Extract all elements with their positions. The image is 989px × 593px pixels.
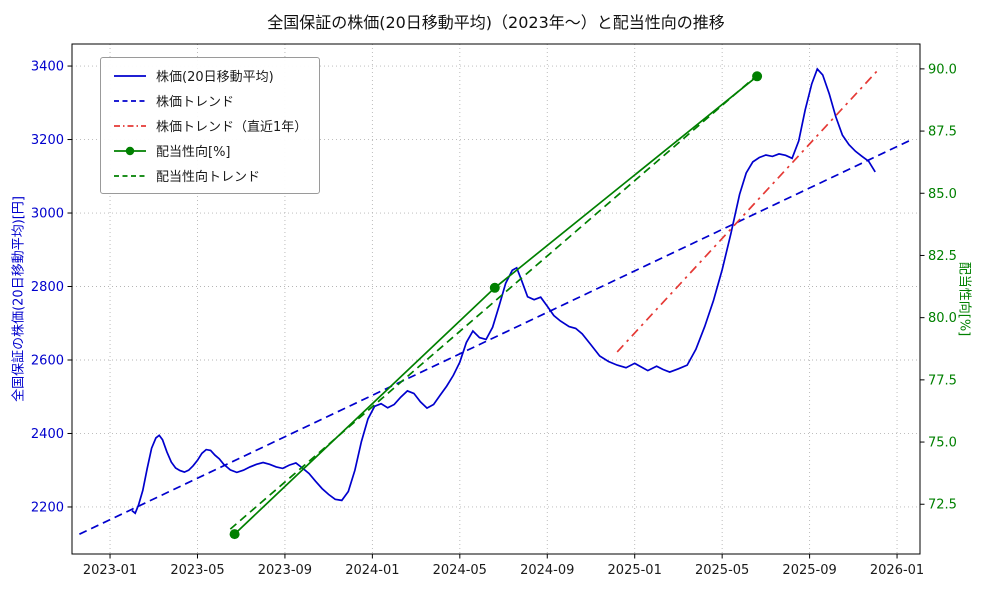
y-left-tick-label: 2200	[31, 500, 64, 515]
x-tick-label: 2024-09	[520, 563, 574, 578]
legend-item: 配当性向[%]	[113, 141, 307, 160]
legend-item: 配当性向トレンド	[113, 166, 307, 185]
legend-line-sample	[114, 146, 146, 155]
x-tick-label: 2025-05	[695, 563, 749, 578]
legend-line-sample	[114, 99, 146, 102]
y-left-tick-label: 2400	[31, 427, 64, 442]
legend-label: 株価トレンド（直近1年）	[156, 120, 308, 135]
legend-item: 株価(20日移動平均)	[113, 66, 307, 85]
y-left-tick-label: 3000	[31, 207, 64, 222]
chart-title: 全国保証の株価(20日移動平均)（2023年〜）と配当性向の推移	[267, 13, 725, 32]
legend-marker	[125, 146, 135, 155]
legend-item: 株価トレンド（直近1年）	[113, 116, 307, 135]
y-right-tick-label: 75.0	[928, 436, 957, 451]
x-tick-label: 2025-01	[608, 563, 662, 578]
y-right-tick-label: 90.0	[928, 62, 957, 77]
data-marker	[229, 529, 240, 540]
tick-labels: 2023-01 2023-05 2023-09 2024-01 2024-05 2024-…	[31, 60, 957, 578]
legend-line-sample	[114, 174, 146, 177]
y-left-tick-label: 3400	[31, 60, 64, 75]
plot-frame	[71, 43, 921, 555]
series-line-0	[131, 67, 876, 515]
y-right-tick-label: 77.5	[928, 373, 957, 388]
x-tick-label: 2024-05	[433, 563, 487, 578]
legend-item: 株価トレンド	[113, 91, 307, 110]
x-tick-label: 2023-09	[258, 563, 312, 578]
y-right-tick-label: 80.0	[928, 311, 957, 326]
legend-label: 株価(20日移動平均)	[156, 70, 274, 85]
y-right-tick-label: 87.5	[928, 125, 957, 140]
legend: 株価(20日移動平均) 株価トレンド株価トレンド（直近1年） 配当性向[%] 配当性向…	[100, 57, 321, 194]
x-tick-label: 2023-01	[83, 563, 137, 578]
y-left-tick-label: 3200	[31, 133, 64, 148]
y-right-tick-label: 82.5	[928, 249, 957, 264]
x-tick-label: 2026-01	[870, 563, 924, 578]
legend-line-sample	[114, 74, 146, 77]
legend-label: 株価トレンド	[156, 95, 235, 110]
series-group	[79, 67, 911, 540]
legend-label: 配当性向トレンド	[156, 170, 261, 185]
left-axis-label: 全国保証の株価(20日移動平均)[円]	[11, 196, 27, 402]
series-line-2	[616, 67, 881, 353]
legend-line-sample	[114, 124, 146, 127]
x-tick-label: 2023-05	[170, 563, 224, 578]
x-tick-label: 2024-01	[345, 563, 399, 578]
data-marker	[489, 282, 500, 293]
tick-marks	[67, 65, 925, 559]
y-left-tick-label: 2800	[31, 280, 64, 295]
y-right-tick-label: 72.5	[928, 498, 957, 513]
x-tick-label: 2025-09	[782, 563, 836, 578]
right-axis-label: 配当性向[%]	[956, 261, 972, 337]
series-line-1	[79, 139, 911, 535]
y-right-tick-label: 85.0	[928, 187, 957, 202]
y-left-tick-label: 2600	[31, 353, 64, 368]
legend-label: 配当性向[%]	[156, 145, 231, 160]
